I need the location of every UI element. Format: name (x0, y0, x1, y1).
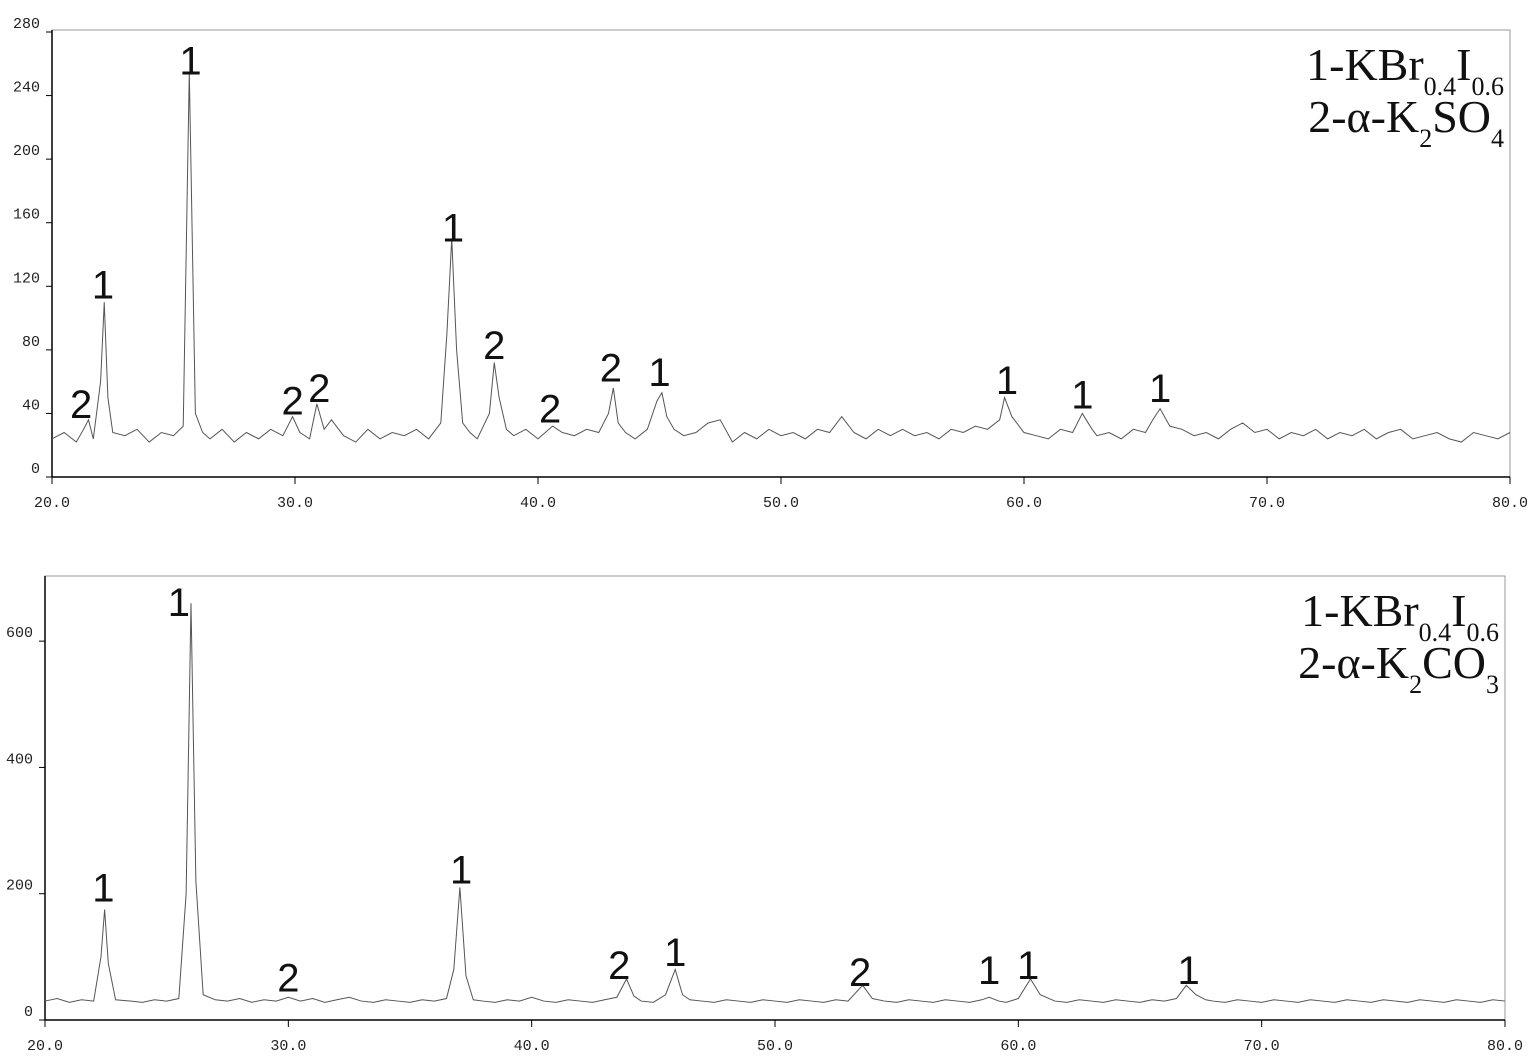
data-line (51, 71, 1511, 443)
y-tick-label: 400 (6, 751, 33, 768)
data-line (44, 603, 1506, 1003)
peak-label: 2 (281, 380, 303, 424)
legend-subscript: 2 (1409, 670, 1422, 699)
peak-label: 1 (179, 40, 201, 84)
peak-label: 1 (664, 931, 686, 975)
legend-text: CO (1422, 637, 1486, 688)
x-tick-label: 70.0 (1244, 1038, 1280, 1055)
peak-label: 2 (277, 957, 299, 1001)
legend-entry: 2-α-K2SO4 (1308, 91, 1504, 153)
peak-label: 1 (1149, 367, 1171, 411)
peak-label: 1 (92, 264, 114, 308)
legend-subscript: 3 (1486, 670, 1499, 699)
x-tick-label: 80.0 (1492, 495, 1528, 512)
x-tick-label: 20.0 (34, 495, 70, 512)
y-tick-label: 240 (13, 80, 40, 97)
y-tick-label: 200 (13, 143, 40, 160)
legend-text: 1-KBr (1306, 39, 1424, 90)
peak-label: 1 (996, 359, 1018, 403)
x-tick-label: 70.0 (1249, 495, 1285, 512)
peak-label: 2 (483, 324, 505, 368)
y-tick-label: 0 (31, 461, 40, 478)
legend-entry: 1-KBr0.4I0.6 (1306, 39, 1504, 101)
legend-subscript: 2 (1419, 124, 1432, 153)
legend-subscript: 0.6 (1472, 72, 1505, 101)
x-tick-label: 60.0 (1006, 495, 1042, 512)
x-tick-label: 60.0 (1000, 1038, 1036, 1055)
x-tick-label: 30.0 (270, 1038, 306, 1055)
y-tick-label: 160 (13, 207, 40, 224)
legend-text: 2-α-K (1298, 637, 1409, 688)
legend-text: 1-KBr (1301, 585, 1419, 636)
x-tick-label: 40.0 (514, 1038, 550, 1055)
peak-label: 1 (1071, 373, 1093, 417)
x-tick-label: 20.0 (27, 1038, 63, 1055)
legend-text: I (1451, 585, 1466, 636)
peak-label: 1 (442, 206, 464, 250)
peak-label: 1 (168, 581, 190, 625)
legend-text: SO (1432, 91, 1491, 142)
x-tick-label: 30.0 (277, 495, 313, 512)
legend-entry: 2-α-K2CO3 (1298, 637, 1499, 699)
peak-label: 2 (600, 346, 622, 390)
legend-text: I (1456, 39, 1471, 90)
legend-entry: 1-KBr0.4I0.6 (1301, 585, 1499, 647)
y-tick-label: 280 (13, 16, 40, 33)
peak-label: 2 (608, 944, 630, 988)
y-tick-label: 600 (6, 625, 33, 642)
peak-label: 1 (92, 866, 114, 910)
y-tick-label: 120 (13, 270, 40, 287)
legend-text: 2-α-K (1308, 91, 1419, 142)
x-tick-label: 50.0 (763, 495, 799, 512)
peak-label: 1 (1178, 949, 1200, 993)
legend-subscript: 0.6 (1467, 618, 1500, 647)
peak-label: 2 (539, 388, 561, 432)
plot-frame (51, 29, 1511, 478)
x-tick-label: 80.0 (1487, 1038, 1523, 1055)
x-tick-label: 50.0 (757, 1038, 793, 1055)
plot-frame (44, 575, 1506, 1021)
peak-label: 1 (1017, 944, 1039, 988)
y-tick-label: 0 (24, 1004, 33, 1021)
peak-label: 2 (70, 383, 92, 427)
peak-label: 1 (978, 949, 1000, 993)
peak-label: 2 (849, 951, 871, 995)
peak-label: 1 (648, 351, 670, 395)
x-tick-label: 40.0 (520, 495, 556, 512)
y-tick-label: 200 (6, 878, 33, 895)
y-tick-label: 40 (22, 397, 40, 414)
legend-subscript: 0.4 (1419, 618, 1452, 647)
legend-subscript: 4 (1491, 124, 1504, 153)
legend-subscript: 0.4 (1424, 72, 1457, 101)
peak-label: 2 (308, 367, 330, 411)
y-tick-label: 80 (22, 334, 40, 351)
peak-label: 1 (450, 849, 472, 893)
